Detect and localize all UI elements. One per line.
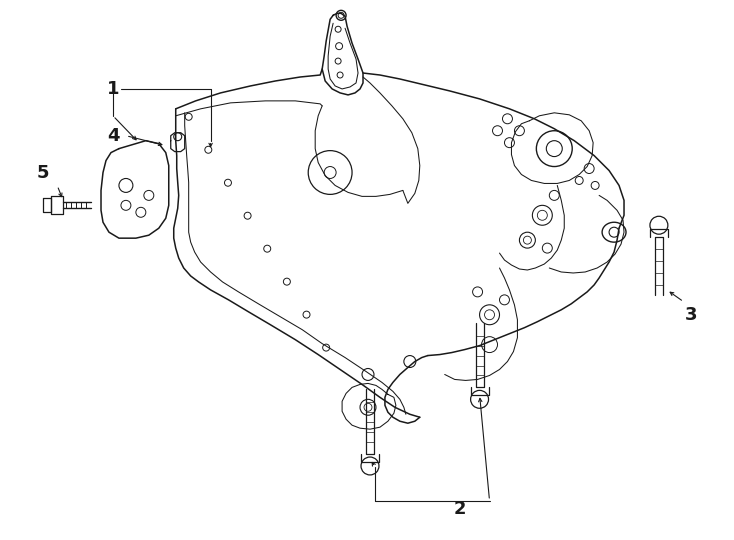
Text: 2: 2 xyxy=(454,500,466,518)
Text: 1: 1 xyxy=(106,80,119,98)
Text: 3: 3 xyxy=(685,306,697,324)
Text: 4: 4 xyxy=(106,127,119,145)
Text: 5: 5 xyxy=(37,164,49,181)
